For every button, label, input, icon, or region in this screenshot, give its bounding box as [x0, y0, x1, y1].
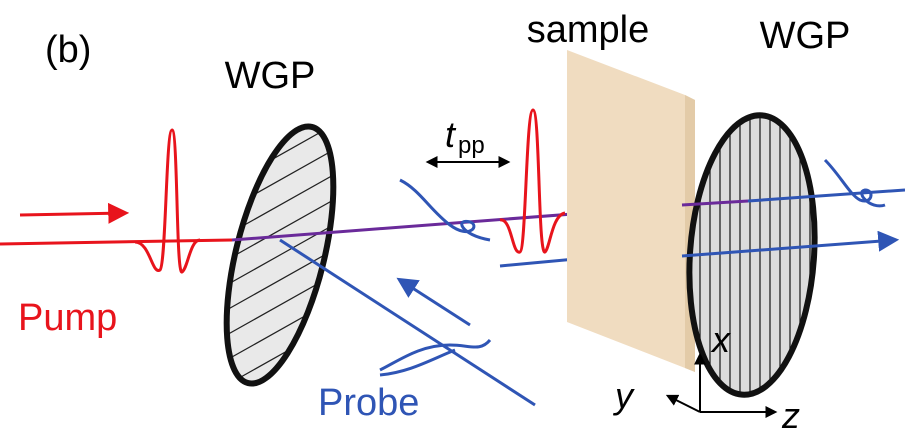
probe-pulse: [380, 340, 490, 375]
axis-y-label: y: [612, 375, 635, 416]
page: (b) WGP sample WGP t pp Pump Probe x y z…: [0, 0, 905, 431]
delay-subscript: pp: [458, 132, 485, 159]
pump-arrow: [20, 213, 125, 215]
axis-x-label: x: [710, 319, 732, 360]
panel-label: (b): [45, 29, 91, 71]
transmitted-pulse: [825, 160, 885, 206]
delay-symbol: t: [445, 114, 457, 155]
wgp-right-label: WGP: [760, 15, 851, 57]
axis-z-label: z: [781, 395, 800, 431]
diagram: (b) WGP sample WGP t pp Pump Probe x y z: [0, 0, 905, 431]
axis-y: [668, 396, 700, 412]
sample-slab: [567, 50, 695, 372]
probe-label: Probe: [318, 382, 419, 424]
wgp-left-label: WGP: [225, 55, 316, 97]
sample-label: sample: [527, 9, 650, 51]
probe-pulse-delayed: [400, 180, 490, 240]
pump-label: Pump: [18, 297, 117, 339]
pump-pulse: [135, 130, 200, 272]
probe-beam: [280, 240, 535, 405]
probe-arrow: [400, 280, 470, 325]
pump-pulse-delayed: [500, 110, 565, 252]
